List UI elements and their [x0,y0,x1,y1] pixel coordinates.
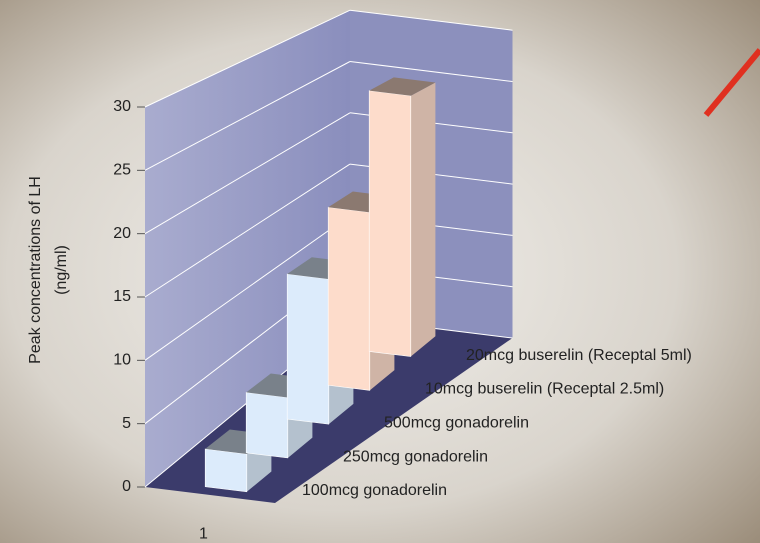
bar-front [204,448,248,493]
y-tick-label: 10 [113,352,131,369]
grid-line [349,61,513,82]
y-tick-label: 30 [113,98,131,115]
bar-front [245,392,289,459]
bar-front [327,206,371,391]
bar-side [410,82,436,357]
grid-line [144,214,351,361]
grid-line [144,9,351,108]
grid-line [144,112,351,235]
legend-label: 250mcg gonadorelin [343,448,488,465]
y-tick-label: 0 [122,478,131,495]
left-wall [145,10,350,487]
y-label-line: Peak concentrations of LH [27,176,44,364]
bar-front [286,273,330,425]
legend-label: 10mcg buserelin (Receptal 2.5ml) [425,381,664,398]
y-tick-label: 5 [122,415,131,432]
decoration-line [703,48,760,117]
y-axis-label: Peak concentrations of LH (ng/ml) [27,176,70,364]
legend-label: 20mcg buserelin (Receptal 5ml) [466,347,692,364]
x-tick-label: 1 [199,525,208,542]
y-label-line: (ng/ml) [53,245,70,295]
legend-label: 100mcg gonadorelin [302,482,447,499]
grid-line [144,61,351,171]
y-tick-label: 15 [113,288,131,305]
y-tick-label: 25 [113,162,131,179]
y-tick-label: 20 [113,225,131,242]
grid-line [349,9,513,31]
grid-line [144,163,351,298]
bar-top [369,77,436,96]
bar-front [368,90,412,357]
legend-label: 500mcg gonadorelin [384,415,529,432]
